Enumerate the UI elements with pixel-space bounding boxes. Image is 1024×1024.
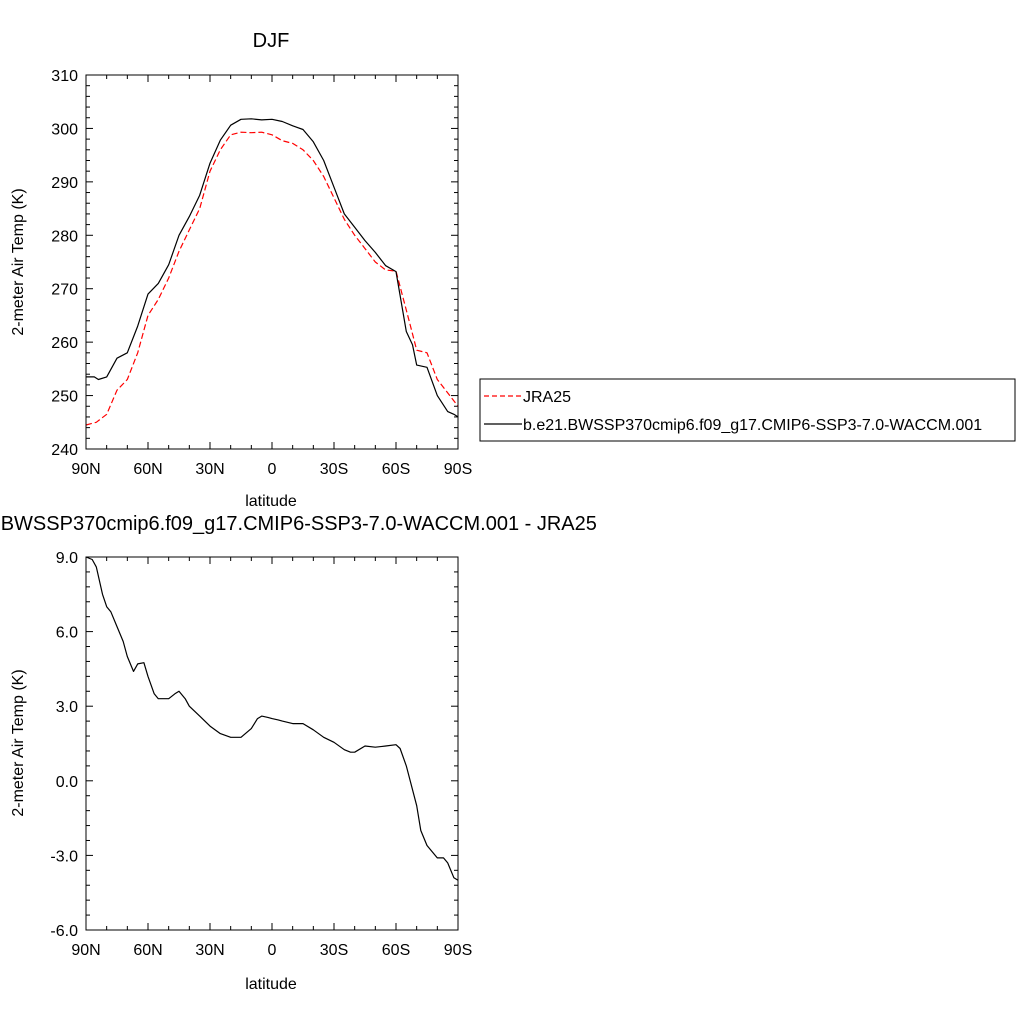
x-tick-label: 60S xyxy=(382,942,410,959)
y-tick-label: 250 xyxy=(51,389,78,406)
y-tick-label: 300 xyxy=(51,121,78,138)
bottom-panel-frame xyxy=(85,556,459,931)
series-line-b-e21-bwssp370cmip6-f09-g17-cmip6-ssp3-7-0-waccm-001 xyxy=(86,118,459,418)
x-tick-label: 30S xyxy=(320,461,348,478)
y-tick-label: 270 xyxy=(51,282,78,299)
y-tick-label: 9.0 xyxy=(56,550,78,567)
bottom-panel-ylabel: 2-meter Air Temp (K) xyxy=(10,669,27,816)
top-panel-series xyxy=(85,118,459,426)
top-panel-title: DJF xyxy=(253,30,290,52)
x-tick-label: 60N xyxy=(133,942,162,959)
y-tick-label: 290 xyxy=(51,175,78,192)
legend: JRA25 b.e21.BWSSP370cmip6.f09_g17.CMIP6-… xyxy=(479,378,1016,442)
x-tick-label: 0 xyxy=(268,942,277,959)
top-panel-frame xyxy=(85,74,459,450)
x-tick-label: 60N xyxy=(133,461,162,478)
bottom-panel-xlabel: latitude xyxy=(245,976,297,993)
x-tick-label: 0 xyxy=(268,461,277,478)
top-panel-tick-labels: 90N 60N 30N 0 30S 60S 90S 240 250 260 270 280 290 300… xyxy=(51,68,472,478)
top-panel-ticks xyxy=(85,74,459,450)
y-tick-label: 240 xyxy=(51,442,78,459)
y-tick-label: 3.0 xyxy=(56,699,78,716)
top-panel-xlabel: latitude xyxy=(245,493,297,510)
x-tick-label: 90S xyxy=(444,942,472,959)
x-tick-label: 90S xyxy=(444,461,472,478)
top-panel: DJF 90N 60N 30N 0 30S 60S 90S 240 250 260 270 280 29… xyxy=(10,30,472,510)
bottom-panel-tick-labels: 90N 60N 30N 0 30S 60S 90S -6.0 -3.0 0.0 3.0 6.0 9.0 xyxy=(50,550,472,959)
legend-label-model: b.e21.BWSSP370cmip6.f09_g17.CMIP6-SSP3-7… xyxy=(523,417,982,434)
y-tick-label: -6.0 xyxy=(50,923,78,940)
y-tick-label: 310 xyxy=(51,68,78,85)
legend-box xyxy=(479,378,1016,442)
bottom-panel-series xyxy=(85,556,459,881)
x-tick-label: 30N xyxy=(195,461,224,478)
bottom-panel-ticks xyxy=(85,556,459,931)
y-tick-label: 6.0 xyxy=(56,625,78,642)
x-tick-label: 90N xyxy=(71,942,100,959)
y-tick-label: 280 xyxy=(51,228,78,245)
y-tick-label: 260 xyxy=(51,335,78,352)
bottom-panel-title: b.e21.BWSSP370cmip6.f09_g17.CMIP6-SSP3-7… xyxy=(0,513,597,535)
x-tick-label: 30S xyxy=(320,942,348,959)
series-line-difference xyxy=(85,556,459,881)
y-tick-label: 0.0 xyxy=(56,774,78,791)
legend-label-jra25: JRA25 xyxy=(523,389,571,406)
x-tick-label: 30N xyxy=(195,942,224,959)
series-line-jra25 xyxy=(85,131,459,426)
y-tick-label: -3.0 xyxy=(50,848,78,865)
top-panel-ylabel: 2-meter Air Temp (K) xyxy=(10,188,27,335)
x-tick-label: 60S xyxy=(382,461,410,478)
bottom-panel: b.e21.BWSSP370cmip6.f09_g17.CMIP6-SSP3-7… xyxy=(0,513,597,993)
x-tick-label: 90N xyxy=(71,461,100,478)
